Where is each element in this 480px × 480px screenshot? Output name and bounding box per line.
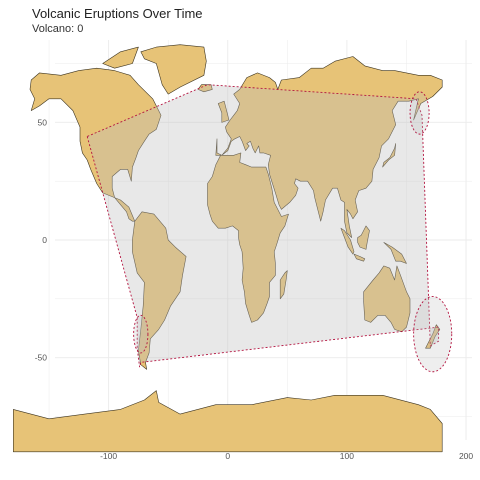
land-polygon-5 (207, 152, 289, 323)
eruption-hull (86, 84, 440, 368)
land-polygon-10 (353, 253, 366, 262)
land-polygon-11 (357, 225, 370, 250)
y-tick-label: 0 (42, 235, 47, 245)
land-polygon-15 (382, 143, 397, 168)
land-polygon-9 (340, 227, 355, 255)
land-polygon-6 (279, 270, 288, 300)
land-polygon-12 (383, 242, 407, 264)
land-polygon-3 (132, 211, 187, 370)
y-tick-label: -50 (35, 353, 48, 363)
chart-subtitle: Volcano: 0 (32, 23, 84, 35)
eruption-ellipse-0 (133, 314, 149, 354)
x-tick-label: 0 (225, 451, 230, 461)
x-tick-label: 200 (459, 451, 473, 461)
eruption-ellipse-1 (413, 296, 453, 373)
x-tick-label: 100 (340, 451, 354, 461)
land-polygon-1 (140, 44, 207, 95)
y-tick-label: 50 (38, 117, 48, 127)
land-polygon-7 (363, 265, 411, 333)
land-polygon-13 (217, 100, 230, 123)
land-polygon-2 (102, 46, 139, 69)
land-polygon-4 (215, 56, 443, 238)
land-polygon-0 (29, 67, 162, 222)
chart-title: Volcanic Eruptions Over Time (32, 6, 203, 21)
land-polygon-14 (197, 84, 213, 93)
eruption-ellipse-2 (409, 91, 430, 135)
x-tick-label: -100 (100, 451, 117, 461)
land-polygon-16 (13, 390, 443, 453)
